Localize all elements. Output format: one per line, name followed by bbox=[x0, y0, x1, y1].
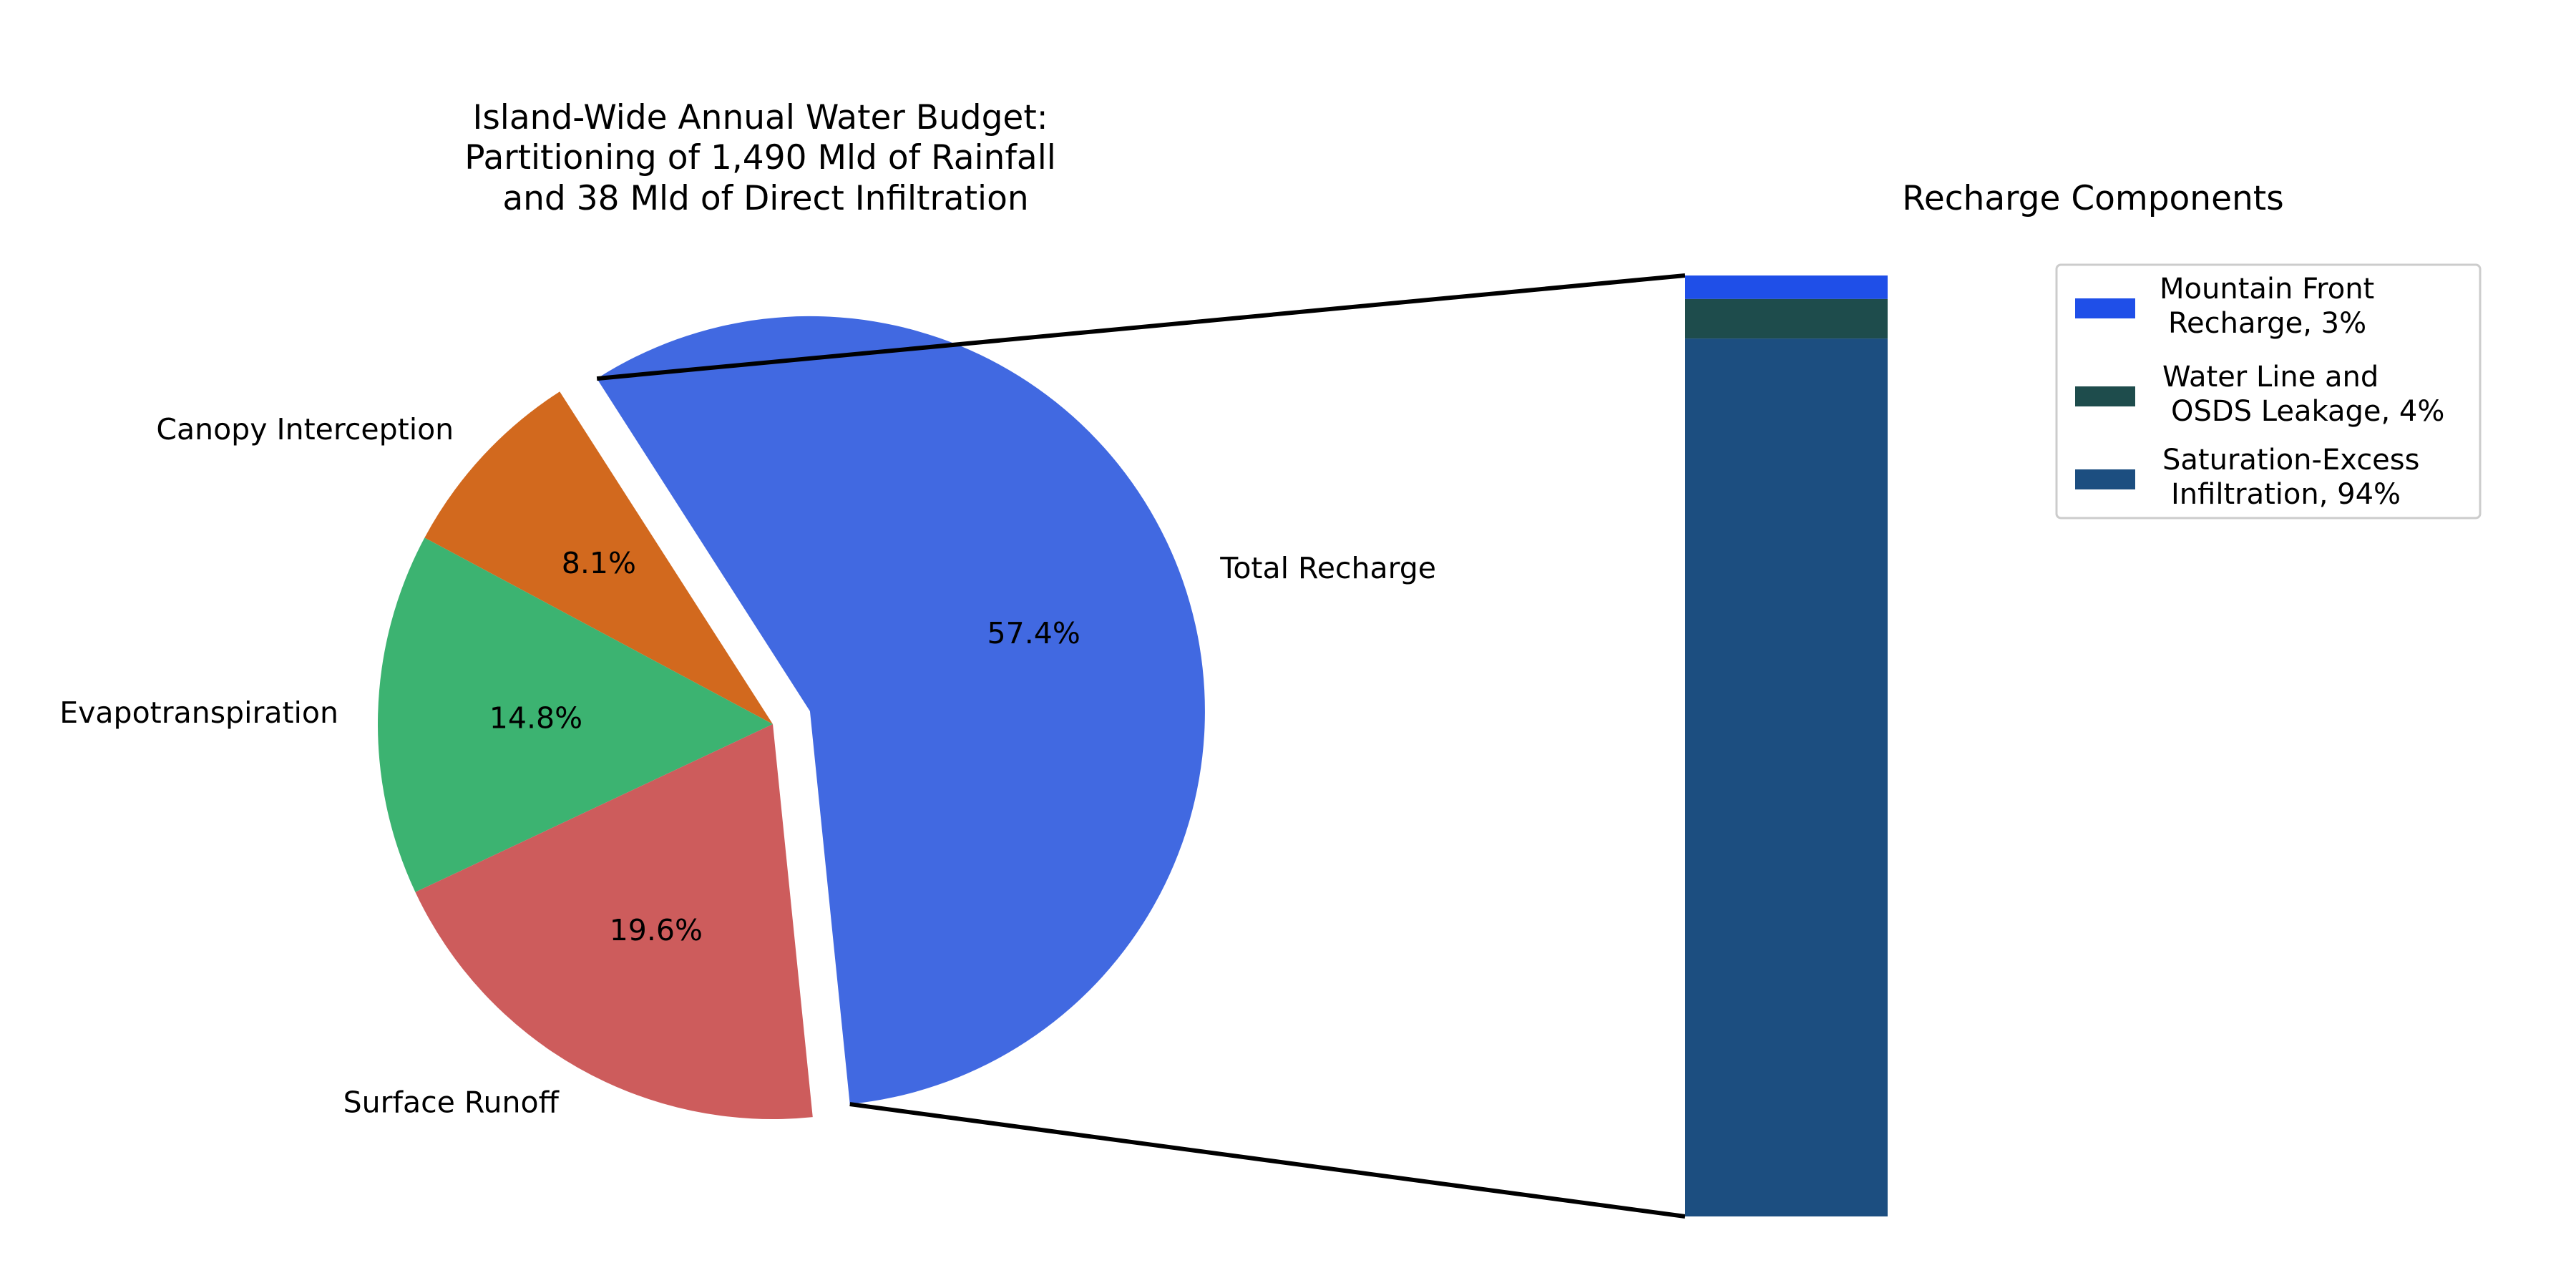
pie-title-line-1: Island-Wide Annual Water Budget: bbox=[472, 98, 1048, 137]
pie-title: Island-Wide Annual Water Budget: Partiti… bbox=[464, 98, 1067, 218]
pie-slice-surface-runoff bbox=[415, 724, 813, 1119]
bar-segment-water-line-and-osds-leakage-4 bbox=[1685, 298, 1888, 339]
pie-chart: 57.4% Total Recharge 8.1% Canopy Intercepti… bbox=[59, 316, 1436, 1119]
pie-slice-total-recharge bbox=[597, 316, 1205, 1105]
pie-slice-canopy-interception bbox=[424, 391, 773, 724]
bar-title: Recharge Components bbox=[1902, 179, 2283, 218]
legend-label-water-line: Water Line and OSDS Leakage, 4% bbox=[2162, 361, 2444, 428]
pie-pct-label-surface-runoff: 19.6% bbox=[610, 913, 703, 947]
legend-label-saturation-excess: Saturation-Excess Infiltration, 94% bbox=[2162, 444, 2429, 511]
legend-label-mountain-front: Mountain Front Recharge, 3% bbox=[2160, 273, 2384, 340]
pie-label-canopy-interception: Canopy Interception bbox=[156, 412, 454, 447]
bar-segment-saturation-excess-infiltration-94 bbox=[1685, 338, 1888, 1217]
pie-pct-label-total-recharge: 57.4% bbox=[987, 616, 1080, 650]
legend-swatch-mountain-front bbox=[2075, 298, 2135, 318]
legend-swatch-saturation-excess bbox=[2075, 469, 2135, 489]
pie-title-line-2: Partitioning of 1,490 Mld of Rainfall bbox=[464, 138, 1056, 177]
pie-label-total-recharge: Total Recharge bbox=[1219, 551, 1436, 585]
legend-frame bbox=[2055, 263, 2482, 519]
bar-segment-mountain-front-recharge-3 bbox=[1685, 275, 1888, 299]
connector-line-bottom bbox=[849, 1102, 1686, 1219]
pie-pct-label-canopy-interception: 8.1% bbox=[562, 546, 636, 580]
connector-lines bbox=[596, 273, 1686, 1219]
pie-label-evapotranspiration: Evapotranspiration bbox=[59, 696, 338, 730]
pie-slice-evapotranspiration bbox=[377, 537, 773, 892]
pie-pct-label-evapotranspiration: 14.8% bbox=[489, 701, 582, 735]
legend: Mountain Front Recharge, 3% Water Line a… bbox=[2055, 263, 2482, 519]
legend-swatch-water-line bbox=[2075, 386, 2135, 406]
stacked-bar bbox=[1685, 275, 1888, 1217]
pie-label-surface-runoff: Surface Runoff bbox=[343, 1085, 560, 1119]
pie-title-line-3: and 38 Mld of Direct Infiltration bbox=[502, 179, 1028, 218]
connector-line-top bbox=[596, 273, 1686, 381]
